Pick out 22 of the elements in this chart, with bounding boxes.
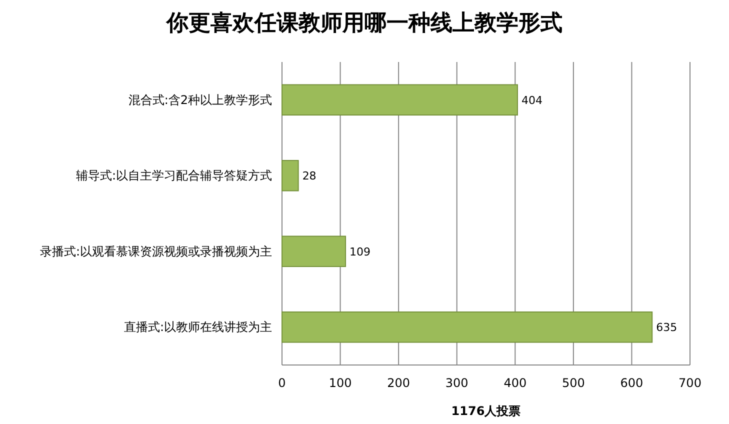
x-tick-label: 600: [620, 376, 644, 390]
y-tick-label: 辅导式:以自主学习配合辅导答疑方式: [76, 168, 272, 183]
data-label: 404: [521, 94, 542, 107]
bar: [282, 160, 299, 192]
x-tick-label: 0: [278, 376, 286, 390]
y-tick-label: 直播式:以教师在线讲授为主: [124, 320, 272, 334]
x-tick-label: 400: [504, 376, 527, 390]
data-label: 28: [302, 170, 316, 183]
x-tick-label: 700: [678, 376, 702, 390]
x-axis-title: 1176人投票: [451, 404, 521, 418]
x-tick-label: 300: [445, 376, 468, 390]
x-tick-label: 100: [328, 376, 352, 390]
data-label: 109: [350, 245, 371, 258]
x-tick-label: 500: [562, 376, 585, 390]
chart-title: 你更喜欢任课教师用哪一种线上教学形式: [166, 10, 562, 36]
y-tick-label: 混合式:含2种以上教学形式: [128, 92, 272, 107]
data-label: 635: [656, 321, 678, 334]
bar: [282, 311, 653, 343]
bar: [282, 84, 518, 116]
x-tick-label: 200: [387, 376, 410, 390]
bar: [282, 236, 346, 268]
y-tick-label: 录播式:以观看慕课资源视频或录播视频为主: [40, 244, 272, 258]
